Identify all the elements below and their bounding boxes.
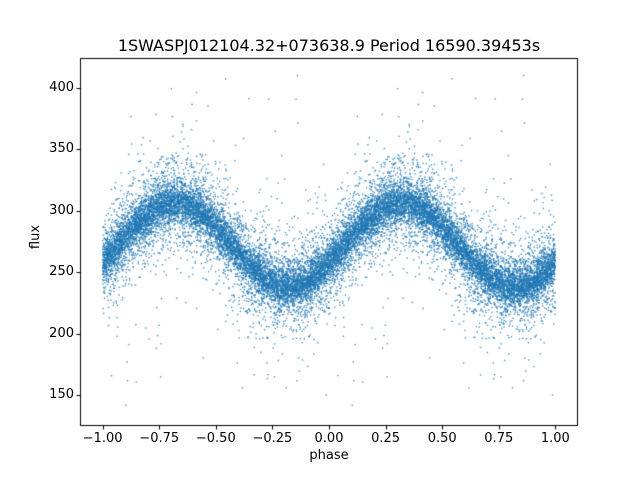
y-tick-label: 150 (49, 387, 74, 403)
x-tick-label: −0.25 (252, 431, 293, 446)
y-tick-label: 400 (49, 79, 74, 95)
x-tick-label: 0.00 (314, 431, 344, 446)
y-tick-label: 200 (49, 325, 74, 341)
x-tick-label: 0.25 (371, 431, 401, 446)
x-tick-label: −0.75 (139, 431, 180, 446)
x-tick-label: 1.00 (540, 431, 570, 446)
x-tick-label: 0.75 (484, 431, 514, 446)
y-tick-label: 300 (49, 202, 74, 218)
x-tick-label: 0.50 (427, 431, 457, 446)
y-tick-label: 350 (49, 141, 74, 157)
y-tick-label: 250 (49, 264, 74, 280)
x-axis-label: phase (309, 448, 349, 463)
chart-title: 1SWASPJ012104.32+073638.9 Period 16590.3… (117, 36, 541, 55)
x-tick-label: −0.50 (195, 431, 236, 446)
x-tick-label: −1.00 (82, 431, 123, 446)
y-axis-label: flux (28, 224, 43, 250)
